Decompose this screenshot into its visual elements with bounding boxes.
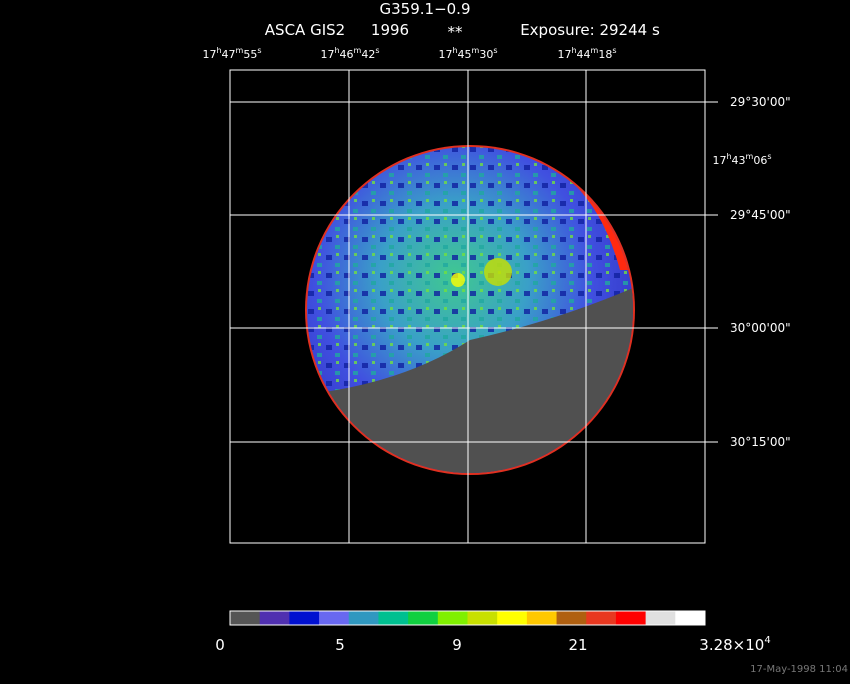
value: 43 [732,154,746,167]
unit: s [375,46,379,55]
label: 3.28×10 [699,636,764,654]
title: G359.1−0.9 [380,0,471,18]
dec-label: 29°30'00" [730,95,791,109]
colorbar-label: 3.28×104 [699,635,770,654]
value: 47 [222,48,236,61]
unit: h [571,46,576,55]
value: 18 [598,48,612,61]
sky-image [305,145,635,475]
unit: h [334,46,339,55]
year: 1996 [371,21,409,39]
marker: ** [448,23,464,41]
value: 17 [712,154,726,167]
unit: m [472,46,480,55]
label: 0 [215,636,225,654]
dec-label: 30°00'00" [730,321,791,335]
colorbar-swatch [497,611,528,625]
value: 17 [557,48,571,61]
unit: h [452,46,457,55]
colorbar-swatch [319,611,350,625]
colorbar-swatch [408,611,439,625]
colorbar-swatch [675,611,706,625]
colorbar-label: 21 [568,636,587,654]
exposure: Exposure: 29244 s [520,21,660,39]
ra-label: 17h44m18s [557,46,616,61]
value: 55 [243,48,257,61]
value: 17 [320,48,334,61]
value: 46 [340,48,354,61]
timestamp: 17-May-1998 11:04 [750,664,848,675]
unit: h [216,46,221,55]
coordinate-grid [229,69,718,544]
unit: m [591,46,599,55]
value: 45 [458,48,472,61]
colorbar-swatch [378,611,409,625]
colorbar-swatch [259,611,290,625]
ra-label: 17h45m30s [438,46,497,61]
unit: m [746,152,754,161]
unit: m [354,46,362,55]
colorbar-swatch [586,611,617,625]
colorbar-label: 9 [452,636,462,654]
colorbar-swatch [289,611,320,625]
unit: m [236,46,244,55]
value: 42 [361,48,375,61]
colorbar-swatch [467,611,498,625]
colorbar-swatch [645,611,676,625]
ra-label: 17h47m55s [202,46,261,61]
value: 17 [202,48,216,61]
label: 5 [335,636,345,654]
colorbar-frame [229,610,706,626]
colorbar-swatch [230,611,261,625]
colorbar-swatch [556,611,587,625]
unit: h [726,152,731,161]
ra-label: 17h46m42s [320,46,379,61]
value: 17 [438,48,452,61]
colorbar-label: 0 [215,636,225,654]
exponent: 4 [764,635,770,646]
dec-label: 29°45'00" [730,208,791,222]
unit: s [257,46,261,55]
label: 21 [568,636,587,654]
unit: s [493,46,497,55]
value: 30 [479,48,493,61]
ra-label: 17h43m06s [712,152,771,167]
colorbar-swatch [437,611,468,625]
instrument: ASCA GIS2 [265,21,345,39]
colorbar-label: 5 [335,636,345,654]
unit: s [612,46,616,55]
colorbar-swatch [615,611,647,625]
dec-label: 30°15'00" [730,435,791,449]
value: 06 [753,154,767,167]
colorbar-swatch [348,611,379,625]
unit: s [767,152,771,161]
value: 44 [577,48,591,61]
colorbar-swatch [526,611,558,625]
label: 9 [452,636,462,654]
